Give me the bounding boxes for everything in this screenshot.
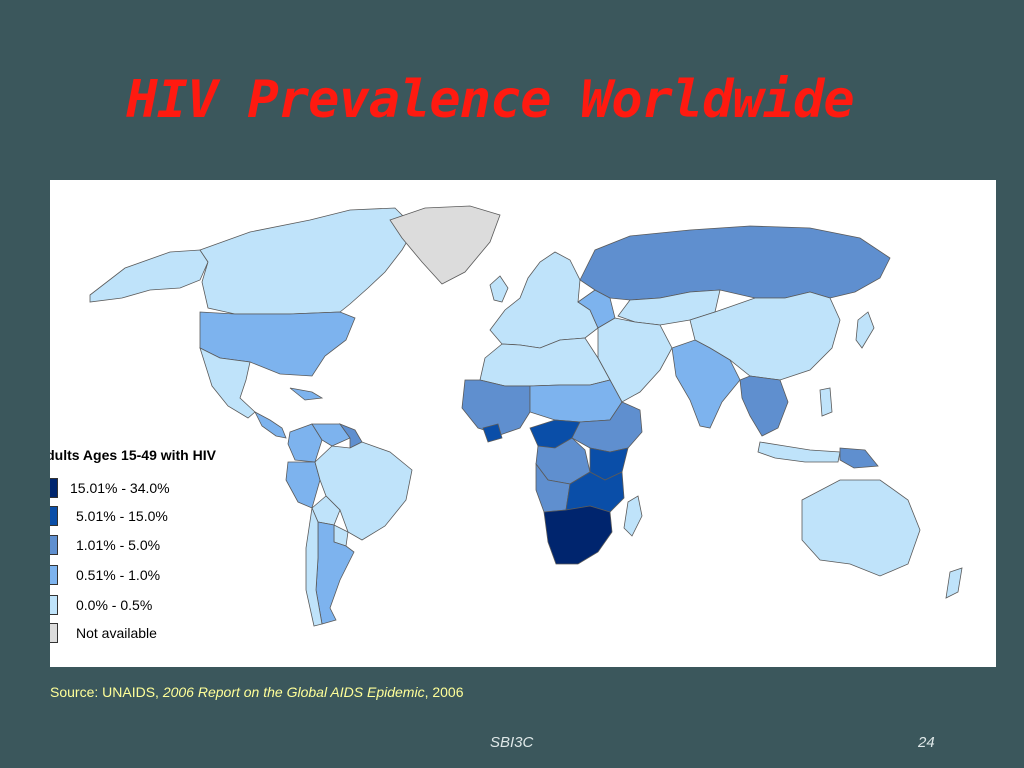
map-region-indonesia	[757, 441, 841, 463]
map-region-caribbean	[289, 387, 324, 401]
map-region-australia	[801, 479, 921, 577]
source-citation: Source: UNAIDS, 2006 Report on the Globa…	[50, 684, 464, 700]
map-region-southeast-asia	[739, 375, 789, 437]
map-region-canada	[199, 207, 416, 315]
map-region-japan	[855, 311, 875, 349]
map-region-india	[671, 339, 741, 429]
map-region-madagascar	[623, 495, 643, 537]
map-region-papua-new-guinea	[839, 447, 879, 469]
map-region-new-zealand	[945, 567, 963, 599]
map-region-southern-africa	[543, 505, 613, 565]
map-region-alaska	[89, 249, 209, 303]
map-region-chile	[305, 506, 323, 627]
slide-title: HIV Prevalence Worldwide	[126, 70, 854, 130]
map-region-peru	[285, 461, 321, 509]
map-region-venezuela	[311, 423, 351, 447]
map-region-sahel	[529, 379, 623, 423]
map-region-central-america	[254, 411, 287, 439]
map-region-philippines	[819, 387, 833, 417]
map-region-east-africa	[571, 401, 643, 453]
map-region-greenland	[389, 205, 501, 285]
slide-number: 24	[918, 734, 935, 751]
map-region-mexico	[199, 347, 256, 419]
world-map	[89, 205, 963, 627]
source-suffix: , 2006	[424, 684, 464, 700]
world-map-panel: Adults Ages 15-49 with HIV 15.01% - 34.0…	[50, 180, 996, 667]
source-publication: 2006 Report on the Global AIDS Epidemic	[162, 684, 425, 700]
map-region-uk	[489, 275, 509, 303]
source-prefix: Source: UNAIDS,	[50, 684, 163, 700]
map-region-russia	[579, 225, 891, 301]
map-region-ivory-coast	[482, 423, 503, 443]
map-region-west-africa	[461, 379, 531, 436]
footer-course-code: SBI3C	[490, 734, 534, 751]
